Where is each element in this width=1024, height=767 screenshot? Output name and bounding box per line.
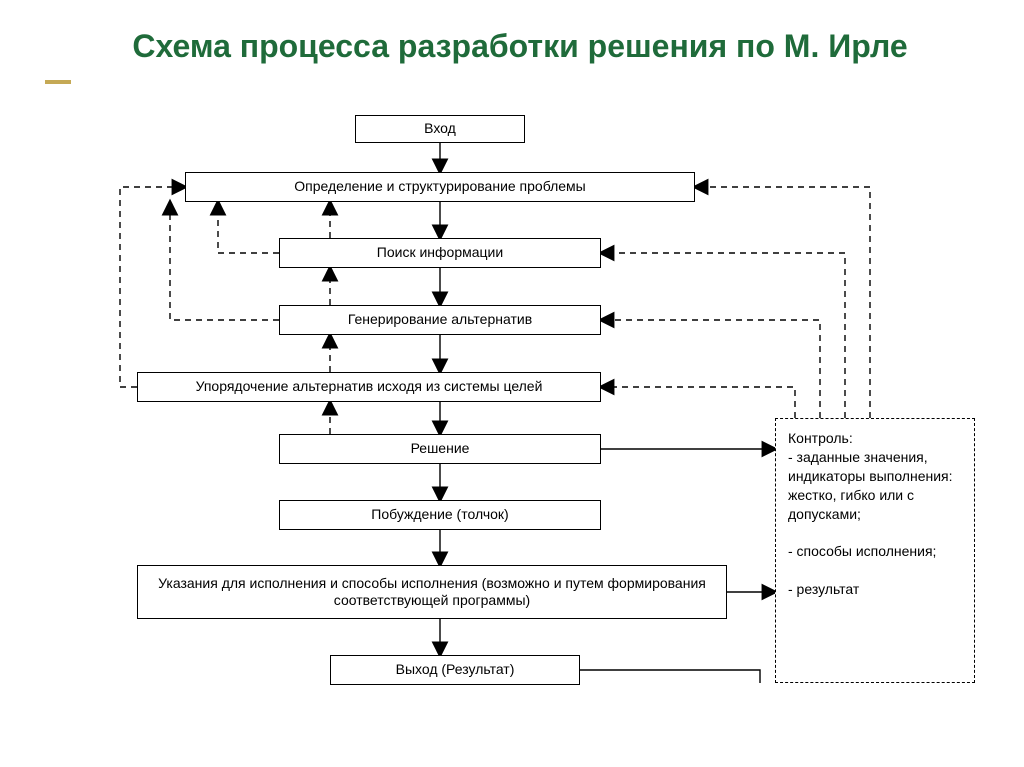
node-search: Поиск информации: [279, 238, 601, 268]
node-order: Упорядочение альтернатив исходя из систе…: [137, 372, 601, 402]
node-entry: Вход: [355, 115, 525, 143]
control-box: Контроль: - заданные значения, индикатор…: [775, 418, 975, 683]
node-impulse: Побуждение (толчок): [279, 500, 601, 530]
node-exit: Выход (Результат): [330, 655, 580, 685]
page: { "canvas": { "w": 1024, "h": 767, "bg":…: [0, 0, 1024, 767]
node-generate: Генерирование альтернатив: [279, 305, 601, 335]
node-define: Определение и структурирование проблемы: [185, 172, 695, 202]
node-instruct: Указания для исполнения и способы исполн…: [137, 565, 727, 619]
node-decision: Решение: [279, 434, 601, 464]
